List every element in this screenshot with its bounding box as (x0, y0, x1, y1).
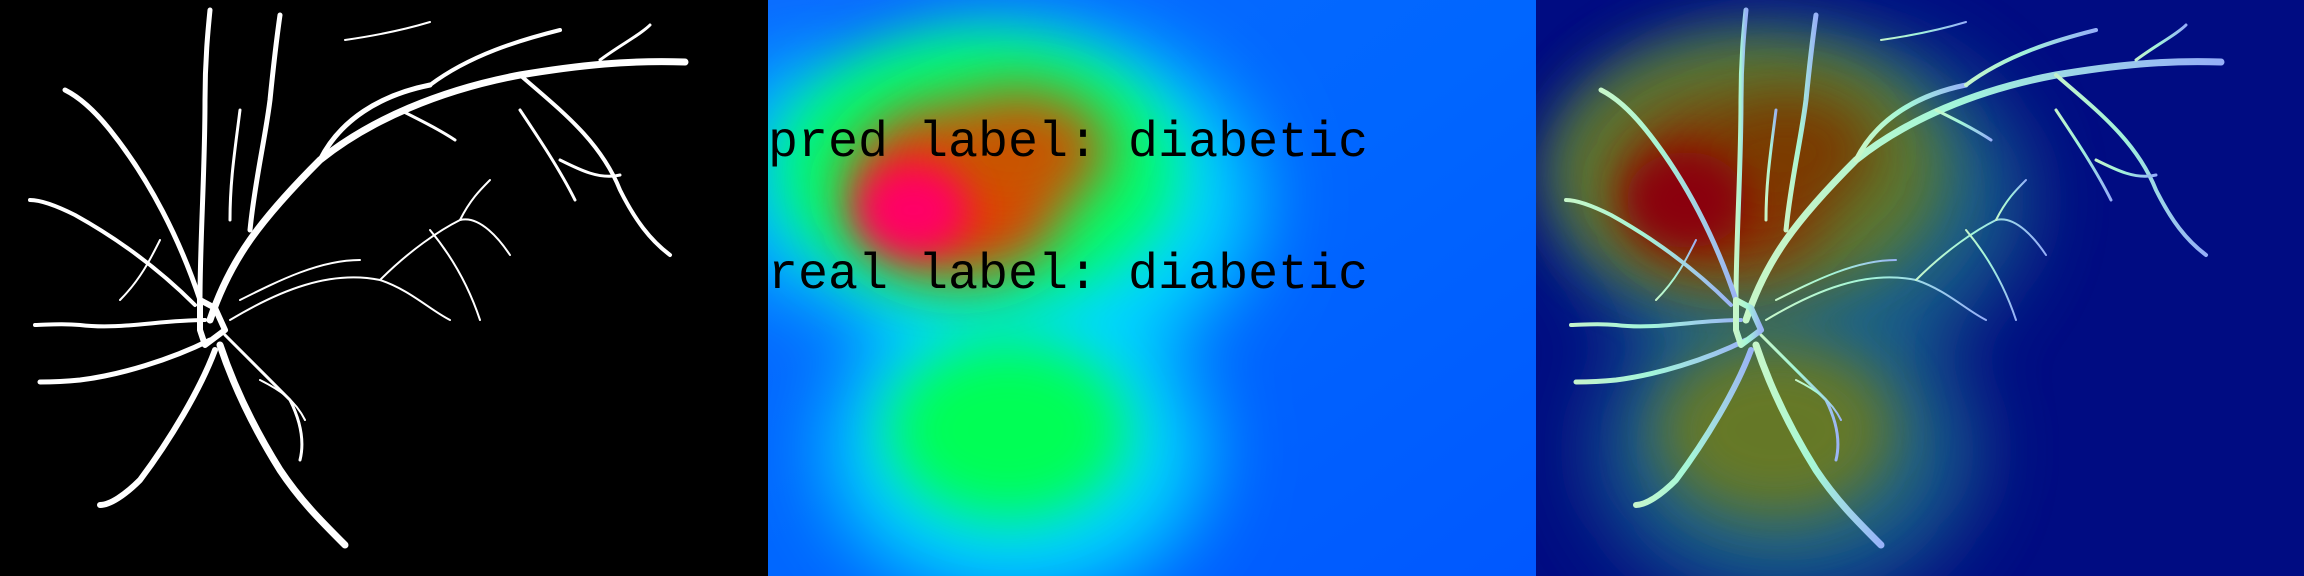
prediction-labels: pred label: diabetic real label: diabeti… (768, 34, 1368, 386)
vessel-mask-panel (0, 0, 768, 576)
real-label-text: real label: diabetic (768, 247, 1369, 304)
grad-cam-heatmap-panel: pred label: diabetic real label: diabeti… (768, 0, 1536, 576)
heatmap-overlay-panel (1536, 0, 2304, 576)
vessel-mask-image (0, 0, 768, 576)
grad-cam-heatmap-image (768, 0, 1536, 576)
heatmap-overlay-image (1536, 0, 2304, 576)
pred-label-text: pred label: diabetic (768, 115, 1369, 172)
